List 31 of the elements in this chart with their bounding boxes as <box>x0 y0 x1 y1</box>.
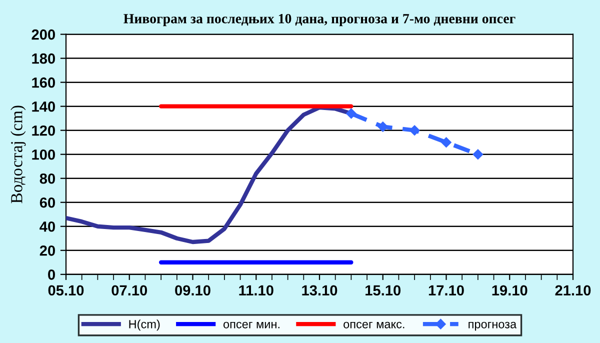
x-tick-label: 17.10 <box>428 285 464 296</box>
y-axis-title: Водостај (cm) <box>10 106 26 204</box>
point <box>472 149 484 160</box>
x-tick-label: 07.10 <box>112 285 148 296</box>
legend-label: опсег макс. <box>344 322 404 328</box>
y-tick-label: 80 <box>40 173 55 184</box>
x-tick-label: 11.10 <box>239 285 274 296</box>
y-tick-label: 40 <box>40 221 55 232</box>
legend-label: опсег мин. <box>223 322 280 328</box>
y-tick-label: 140 <box>32 101 55 112</box>
point <box>409 125 420 136</box>
legend-label: прогноза <box>468 322 517 331</box>
y-tick-label: 100 <box>32 149 55 160</box>
y-tick-label: 20 <box>40 245 55 256</box>
y-tick-label: 120 <box>32 125 55 136</box>
y-tick-label: 0 <box>48 270 55 280</box>
x-tick-label: 15.10 <box>366 285 401 296</box>
point <box>378 122 388 132</box>
x-tick-label: 13.10 <box>302 285 338 296</box>
x-tick-label: 09.10 <box>175 285 210 296</box>
y-tick-label: 60 <box>40 197 55 208</box>
y-tick-label: 180 <box>32 53 55 64</box>
chart-title: Нивограм за последњих 10 дана, прогноза и 7-мо дневни опсег <box>124 14 516 26</box>
x-tick-label: 19.10 <box>492 285 528 296</box>
x-tick-label: 05.10 <box>48 285 84 296</box>
y-tick-label: 160 <box>32 77 55 88</box>
y-tick-label: 200 <box>32 29 55 40</box>
point <box>346 108 356 119</box>
point <box>441 137 452 148</box>
legend-label: H(cm) <box>129 320 160 331</box>
x-tick-label: 21.10 <box>555 285 591 296</box>
